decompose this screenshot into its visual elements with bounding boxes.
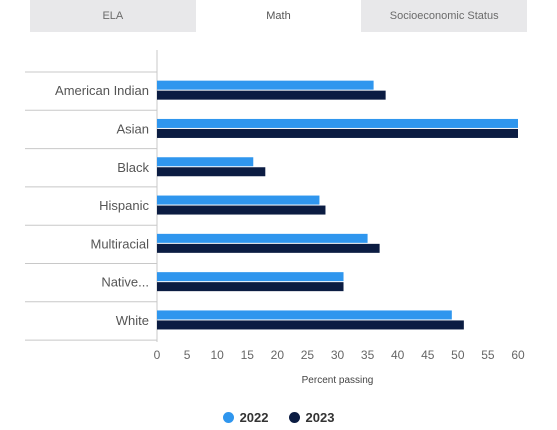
x-tick-label: 5	[184, 348, 191, 362]
category-label: White	[116, 313, 149, 328]
tab-socioeconomic-status[interactable]: Socioeconomic Status	[361, 0, 527, 32]
bar-2022	[157, 310, 452, 320]
bar-2023	[157, 282, 344, 292]
bar-chart: American Indian Asian Black Hispanic Multira…	[25, 50, 525, 386]
category-label: Black	[117, 160, 149, 175]
x-tick-label: 30	[331, 348, 345, 362]
tab-ela[interactable]: ELA	[30, 0, 196, 32]
x-tick-label: 55	[481, 348, 495, 362]
tab-math-label: Math	[266, 10, 291, 22]
x-tick-label: 45	[421, 348, 435, 362]
x-tick-label: 40	[391, 348, 405, 362]
x-axis-label: Percent passing	[302, 375, 374, 386]
x-tick-label: 20	[271, 348, 285, 362]
bar-2023	[157, 90, 386, 100]
category-label: American Indian	[55, 83, 149, 98]
x-tick-label: 50	[451, 348, 465, 362]
bar-2023	[157, 205, 326, 215]
x-tick-label: 60	[511, 348, 525, 362]
category-label: Asian	[116, 121, 149, 136]
tab-bar: ELA Math Socioeconomic Status	[30, 0, 527, 32]
legend-item-2022[interactable]: 2022	[222, 410, 269, 425]
tab-math[interactable]: Math	[195, 0, 362, 32]
bar-2022	[157, 233, 368, 243]
category-label: Native...	[101, 275, 149, 290]
tab-socioeconomic-status-label: Socioeconomic Status	[389, 10, 499, 22]
category-label: Multiracial	[90, 236, 149, 251]
x-tick-label: 0	[154, 348, 161, 362]
legend-label-2022: 2022	[239, 410, 269, 425]
legend-label-2023: 2023	[305, 410, 335, 425]
bar-2022	[157, 272, 344, 282]
bar-2022	[157, 157, 254, 167]
bar-2023	[157, 243, 380, 253]
category-label: Hispanic	[99, 198, 149, 213]
bar-2023	[157, 167, 266, 177]
bar-2022	[157, 80, 374, 90]
tab-ela-label: ELA	[102, 10, 124, 22]
bar-2023	[157, 320, 464, 330]
legend-swatch-2023	[288, 412, 300, 423]
legend-item-2023[interactable]: 2023	[288, 410, 335, 425]
x-tick-label: 35	[361, 348, 375, 362]
bar-2022	[157, 118, 518, 128]
bar-2023	[157, 128, 518, 138]
x-tick-label: 15	[241, 348, 255, 362]
bar-2022	[157, 195, 320, 205]
legend-swatch-2022	[222, 412, 234, 423]
legend: 2022 2023	[0, 410, 557, 425]
x-tick-label: 25	[301, 348, 315, 362]
x-tick-label: 10	[210, 348, 224, 362]
